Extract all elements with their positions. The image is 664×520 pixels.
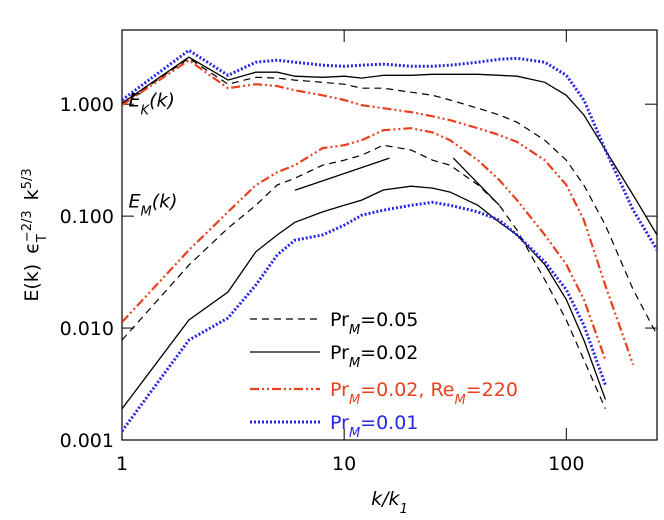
text-part: k/k (371, 488, 400, 510)
legend-label: PrM=0.02 (330, 342, 418, 371)
text-part: M (349, 323, 360, 338)
text-part: Pr (330, 379, 349, 401)
legend-label: PrM=0.05 (330, 309, 418, 338)
text-part: M (349, 426, 360, 441)
x-tick-label: 100 (548, 453, 584, 475)
text-part: E (129, 90, 141, 112)
text-part: Pr (330, 342, 349, 364)
annotation: EM(k) (129, 190, 178, 219)
text-part: E (129, 190, 141, 212)
text-part: 1 (400, 502, 408, 517)
text-part: M (455, 393, 466, 408)
kinetic-spectrum (122, 57, 657, 336)
y-tick-label: 1.000 (60, 94, 114, 116)
text-part: =220 (466, 379, 518, 401)
x-tick-label: 1 (116, 453, 128, 475)
kinetic-spectrum (122, 58, 635, 366)
reference-slope (294, 157, 390, 191)
text-part: k (21, 189, 43, 200)
text-part: (k) (152, 190, 178, 212)
magnetic-spectrum (122, 200, 607, 432)
x-tick-label: 10 (332, 453, 356, 475)
legend-label: PrM=0.01 (330, 412, 418, 441)
text-part: E(k) (21, 264, 43, 302)
y-tick-label: 0.100 (60, 206, 114, 228)
text-part: ϵ (21, 242, 43, 254)
plot-frame (121, 29, 658, 441)
y-tick-label: 0.010 (60, 318, 114, 340)
magnetic-spectrum (122, 185, 607, 410)
annotation: EK(k) (129, 90, 175, 119)
text-part: (k) (149, 90, 175, 112)
kinetic-spectrum (122, 56, 657, 236)
text-part: M (349, 356, 360, 371)
text-part: =0.02 (360, 342, 418, 364)
text-part: Pr (330, 412, 349, 434)
y-axis-label: E(k) ϵT−2/3 k5/3 (20, 168, 50, 301)
text-part: K (141, 103, 151, 118)
text-part: =0.02, Re (360, 379, 454, 401)
text-part: T (35, 234, 50, 243)
x-axis-label: k/k1 (371, 488, 408, 516)
reference-slope (452, 157, 500, 206)
text-part: M (141, 204, 152, 219)
y-tick-label: 0.001 (60, 430, 114, 452)
magnetic-spectrum (122, 127, 607, 361)
text-part: 5/3 (20, 168, 35, 189)
kinetic-spectrum (122, 48, 657, 251)
text-part: M (349, 393, 360, 408)
magnetic-spectrum (122, 144, 606, 410)
legend-label: PrM=0.02, ReM=220 (330, 379, 518, 408)
text-part: Pr (330, 309, 349, 331)
text-part: =0.01 (360, 412, 418, 434)
text-part: =0.05 (360, 309, 418, 331)
text-part: −2/3 (20, 210, 35, 242)
